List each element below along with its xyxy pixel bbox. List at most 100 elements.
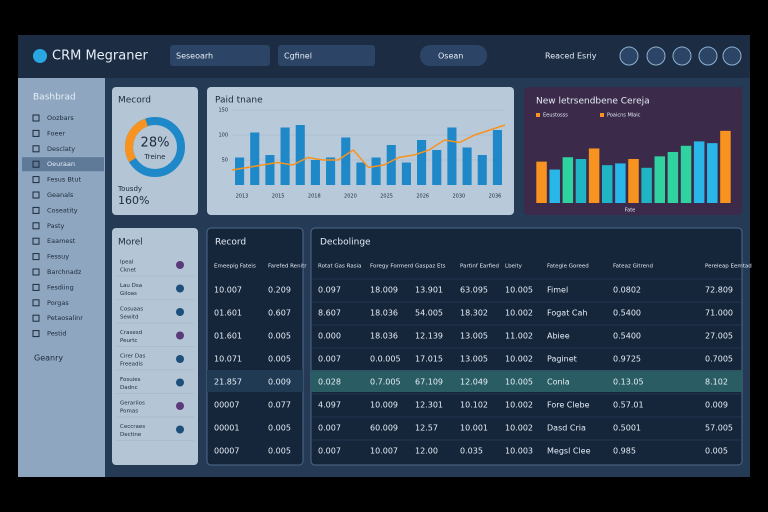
list-item[interactable]: Fosuies bbox=[120, 377, 141, 383]
table-cell: 0.9725 bbox=[613, 355, 641, 364]
column-header: Fategle Goreed bbox=[547, 264, 589, 270]
table-cell: 0.607 bbox=[268, 309, 291, 318]
header-link[interactable]: Reaced Esriy bbox=[545, 52, 597, 61]
list-item[interactable]: Dectine bbox=[120, 432, 142, 438]
table-cell: 13.005 bbox=[460, 355, 488, 364]
highlight-row[interactable] bbox=[311, 370, 742, 392]
bar bbox=[641, 167, 652, 203]
filter-box[interactable] bbox=[278, 45, 375, 66]
table-cell: 12.57 bbox=[415, 424, 438, 433]
nav-item[interactable]: Fesus Btut bbox=[47, 176, 81, 184]
list-item[interactable]: Peurtc bbox=[120, 338, 137, 344]
highlight-row[interactable] bbox=[207, 370, 303, 392]
icon-button[interactable] bbox=[698, 46, 718, 66]
nav-item[interactable]: Barchnadz bbox=[47, 268, 82, 276]
table-cell: Fogat Cah bbox=[547, 309, 587, 318]
table-cell: 0.005 bbox=[705, 447, 728, 456]
nav-item[interactable]: Porgas bbox=[47, 299, 69, 307]
list-item[interactable]: Pomas bbox=[120, 409, 138, 415]
list-item[interactable]: Ipeal bbox=[120, 260, 134, 266]
nav-item[interactable]: Eaamest bbox=[47, 237, 76, 245]
table-cell: 54.005 bbox=[415, 309, 443, 318]
list-item[interactable]: Cirer Das bbox=[120, 354, 146, 360]
list-item[interactable]: Gerariios bbox=[120, 401, 145, 407]
table-cell: 0.007 bbox=[318, 447, 341, 456]
card-title: Mecord bbox=[118, 96, 151, 106]
table-cell: Conla bbox=[547, 378, 570, 387]
nav-item[interactable]: Fessuy bbox=[47, 253, 69, 261]
nav-icon bbox=[32, 237, 40, 245]
dropdown[interactable] bbox=[420, 45, 487, 66]
nav-item[interactable]: Coseatity bbox=[47, 206, 78, 214]
icon-button[interactable] bbox=[672, 46, 692, 66]
column-header: Fateaz Gitrend bbox=[613, 264, 653, 270]
nav-icon bbox=[32, 299, 40, 307]
column-header: Emeepig Fateis bbox=[214, 264, 256, 270]
donut-value: 28% bbox=[141, 136, 170, 151]
table-cell: 0.028 bbox=[318, 378, 341, 387]
nav-item[interactable]: Fesdiing bbox=[47, 283, 74, 291]
filter-text[interactable]: Cgfinel bbox=[284, 52, 312, 61]
table-cell: 57.005 bbox=[705, 424, 733, 433]
card-title: Paid tnane bbox=[215, 96, 263, 106]
dropdown-text[interactable]: Osean bbox=[438, 52, 463, 61]
search-box[interactable] bbox=[170, 45, 270, 66]
column-header: Foregy Formerd bbox=[370, 264, 413, 270]
nav-item[interactable]: Petaosalinr bbox=[47, 314, 83, 322]
sidebar-footer[interactable]: Geanry bbox=[34, 354, 63, 363]
bar bbox=[432, 150, 442, 185]
table-cell: 10.001 bbox=[460, 424, 488, 433]
column-header: Gaspaz Ets bbox=[415, 264, 446, 270]
bar bbox=[667, 151, 679, 203]
table-cell: 0.097 bbox=[318, 286, 341, 295]
list-item[interactable]: Sewitd bbox=[120, 315, 139, 321]
list-item[interactable]: Cknet bbox=[120, 268, 137, 274]
bar bbox=[601, 165, 613, 203]
table-cell: 10.005 bbox=[505, 378, 533, 387]
nav-item[interactable]: Oeuraan bbox=[47, 160, 75, 168]
column-header: Partinf Earfied bbox=[460, 264, 499, 270]
table-cell: 11.002 bbox=[505, 332, 533, 341]
icon-button[interactable] bbox=[646, 46, 666, 66]
list-item[interactable]: Dadnc bbox=[120, 385, 138, 391]
icon-button[interactable] bbox=[722, 46, 742, 66]
table-cell: 10.002 bbox=[505, 424, 533, 433]
bar bbox=[401, 162, 411, 185]
table-cell: 72.809 bbox=[705, 286, 733, 295]
search-text[interactable]: Seseoarh bbox=[176, 52, 213, 61]
status-dot bbox=[176, 331, 184, 340]
nav-item[interactable]: Desclaty bbox=[47, 145, 75, 153]
x-tick-label: 2018 bbox=[308, 194, 321, 200]
table-cell: 0.005 bbox=[268, 332, 291, 341]
bar bbox=[492, 130, 502, 185]
nav-item[interactable]: Geanals bbox=[47, 191, 74, 199]
nav-item[interactable]: Oozbars bbox=[47, 114, 74, 122]
nav-icon bbox=[32, 283, 40, 291]
footer-label: Tousdy bbox=[117, 185, 142, 193]
table-cell: Fore Clebe bbox=[547, 401, 590, 410]
active-item[interactable] bbox=[22, 157, 104, 172]
nav-icon bbox=[32, 145, 40, 153]
x-tick-label: 2025 bbox=[380, 194, 393, 200]
nav-item[interactable]: Pestid bbox=[47, 330, 67, 338]
table-cell: 10.002 bbox=[505, 401, 533, 410]
card-title: Decbolinge bbox=[320, 238, 371, 248]
list-item[interactable]: Cosuaas bbox=[120, 307, 143, 313]
x-tick-label: 2036 bbox=[489, 194, 502, 200]
list-item[interactable]: Freeadis bbox=[120, 362, 143, 368]
table-cell: 0.035 bbox=[460, 447, 483, 456]
table-cell: 0.5400 bbox=[613, 332, 641, 341]
donut-caption: Treine bbox=[144, 153, 166, 161]
nav-item[interactable]: Foeer bbox=[47, 129, 65, 137]
list-item[interactable]: Giloas bbox=[120, 291, 137, 297]
list-item[interactable]: Ceccraes bbox=[120, 424, 145, 430]
list-item[interactable]: Crasesd bbox=[120, 330, 142, 336]
bar bbox=[341, 137, 351, 185]
y-tick-label: 150 bbox=[218, 108, 228, 114]
nav-icon bbox=[32, 114, 40, 122]
nav-item[interactable]: Pasty bbox=[47, 222, 65, 230]
icon-button[interactable] bbox=[619, 46, 639, 66]
table-cell: 0.000 bbox=[318, 332, 341, 341]
list-item[interactable]: Lau Dsa bbox=[120, 283, 142, 289]
